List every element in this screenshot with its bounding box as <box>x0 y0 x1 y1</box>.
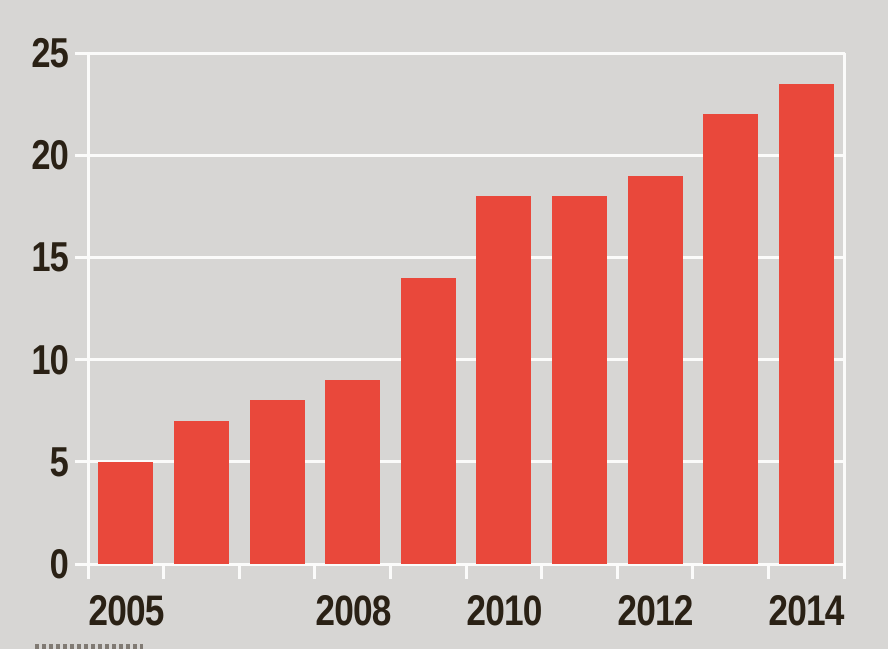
x-tick-label-2012: 2012 <box>617 587 693 635</box>
x-axis-tick-1 <box>162 564 166 579</box>
x-axis-tick-2 <box>237 564 241 579</box>
x-axis-tick-5 <box>464 564 468 579</box>
x-axis-tick-4 <box>388 564 392 579</box>
y-tick-label-10: 10 <box>31 335 68 383</box>
y-tick-label-20: 20 <box>31 131 68 179</box>
x-tick-label-2005: 2005 <box>88 587 164 635</box>
x-tick-label-2014: 2014 <box>768 587 845 635</box>
gridline-20 <box>75 153 845 157</box>
y-tick-label-15: 15 <box>31 233 68 281</box>
x-axis-tick-7 <box>615 564 619 579</box>
x-axis-tick-9 <box>766 564 770 579</box>
gridline-0 <box>75 562 845 566</box>
bar-2007 <box>249 400 305 564</box>
y-axis-line <box>86 53 90 567</box>
clipped-caption-text <box>35 644 143 649</box>
x-axis-tick-0 <box>86 564 90 579</box>
bar-2014 <box>778 83 834 564</box>
gridline-25 <box>75 51 845 55</box>
x-tick-label-2010: 2010 <box>466 587 542 635</box>
bar-2009 <box>400 277 456 564</box>
plot-right-border <box>842 53 846 567</box>
x-tick-label-2008: 2008 <box>315 587 391 635</box>
bar-2008 <box>325 380 381 564</box>
gridline-10 <box>75 358 845 362</box>
bar-2005 <box>98 461 154 564</box>
bar-2011 <box>551 196 607 564</box>
x-axis-tick-3 <box>313 564 317 579</box>
bar-2013 <box>703 114 759 564</box>
bar-2010 <box>476 196 532 564</box>
y-tick-label-25: 25 <box>31 29 68 76</box>
bar-2012 <box>627 175 683 564</box>
gridline-5 <box>75 460 845 464</box>
bar-2006 <box>173 420 229 564</box>
x-axis-tick-10 <box>842 564 846 579</box>
y-tick-label-0: 0 <box>49 540 69 587</box>
gridline-15 <box>75 255 845 259</box>
x-axis-tick-6 <box>540 564 544 579</box>
x-axis-tick-8 <box>691 564 695 579</box>
y-tick-label-5: 5 <box>49 437 69 485</box>
